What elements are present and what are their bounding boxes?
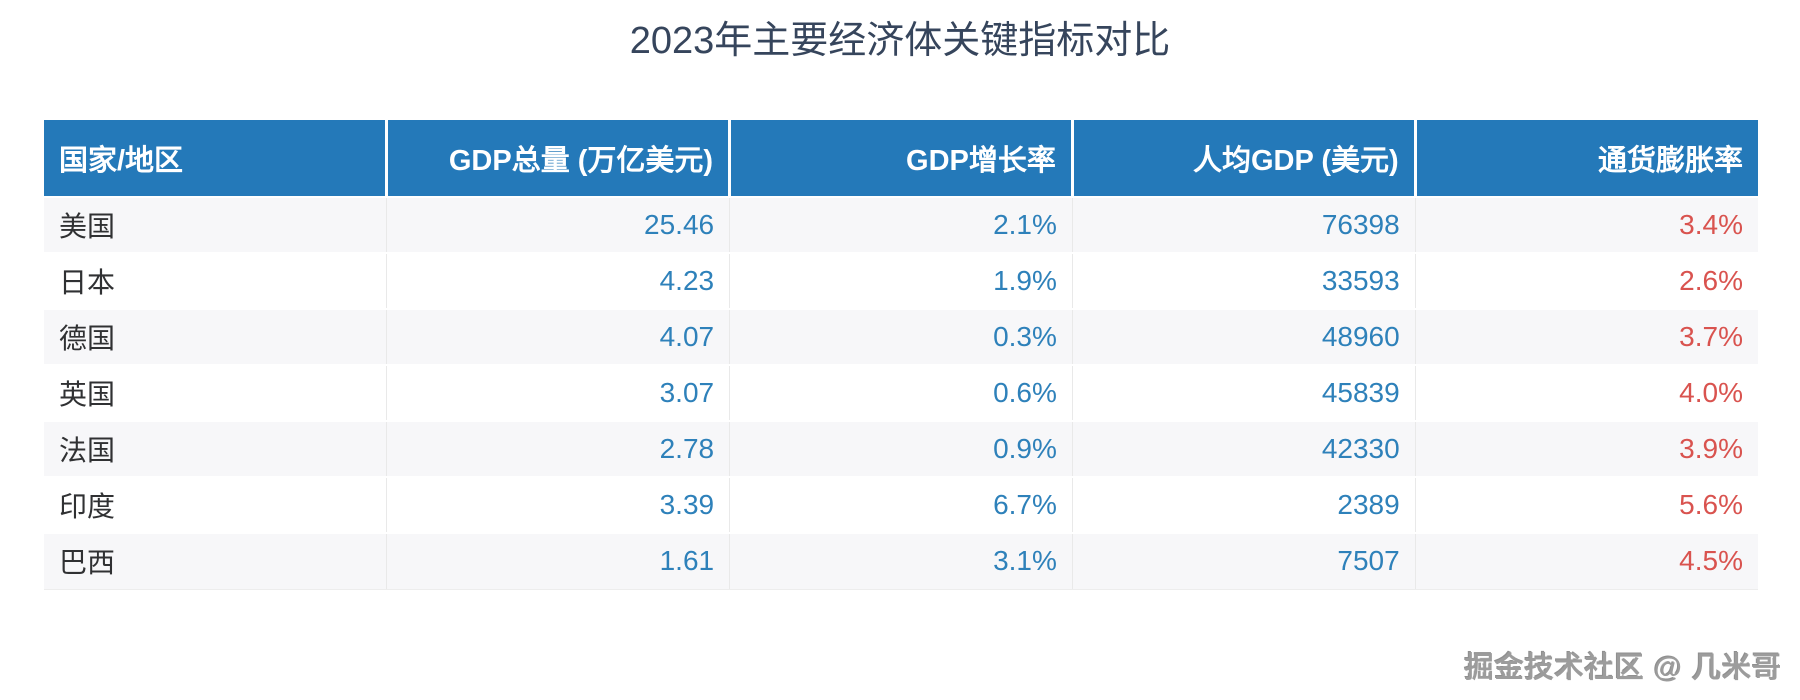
gdp-growth-cell: 0.6%	[729, 365, 1073, 422]
inflation-cell: 3.4%	[1414, 197, 1758, 254]
gdp-per-capita-cell: 7507	[1071, 533, 1416, 590]
gdp-per-capita-cell: 33593	[1071, 253, 1416, 310]
table-row: 法国 2.78 0.9% 42330 3.9%	[44, 421, 1758, 478]
table-row: 美国 25.46 2.1% 76398 3.4%	[44, 197, 1758, 254]
gdp-total-cell: 4.07	[386, 309, 730, 366]
country-cell: 巴西	[44, 533, 387, 590]
gdp-growth-cell: 1.9%	[729, 253, 1073, 310]
country-cell: 英国	[44, 365, 387, 422]
gdp-per-capita-cell: 48960	[1071, 309, 1416, 366]
column-header-gdp-per-capita: 人均GDP (美元)	[1070, 120, 1416, 198]
gdp-per-capita-cell: 42330	[1071, 421, 1416, 478]
country-cell: 美国	[44, 197, 387, 254]
column-header-inflation: 通货膨胀率	[1413, 120, 1758, 198]
column-header-country: 国家/地区	[44, 120, 387, 198]
table-row: 日本 4.23 1.9% 33593 2.6%	[44, 253, 1758, 310]
gdp-growth-cell: 6.7%	[729, 477, 1073, 534]
inflation-cell: 2.6%	[1414, 253, 1758, 310]
gdp-growth-cell: 0.9%	[729, 421, 1073, 478]
gdp-total-cell: 2.78	[386, 421, 730, 478]
table-row: 印度 3.39 6.7% 2389 5.6%	[44, 477, 1758, 534]
table-header: 国家/地区 GDP总量 (万亿美元) GDP增长率 人均GDP (美元) 通货膨…	[44, 120, 1758, 198]
inflation-cell: 3.9%	[1414, 421, 1758, 478]
gdp-per-capita-cell: 2389	[1071, 477, 1416, 534]
inflation-cell: 4.5%	[1414, 533, 1758, 590]
gdp-total-cell: 25.46	[386, 197, 730, 254]
gdp-total-cell: 1.61	[386, 533, 730, 590]
gdp-growth-cell: 0.3%	[729, 309, 1073, 366]
gdp-growth-cell: 3.1%	[729, 533, 1073, 590]
gdp-total-cell: 3.39	[386, 477, 730, 534]
country-cell: 德国	[44, 309, 387, 366]
table-row: 英国 3.07 0.6% 45839 4.0%	[44, 365, 1758, 422]
country-cell: 印度	[44, 477, 387, 534]
economy-comparison-table: 国家/地区 GDP总量 (万亿美元) GDP增长率 人均GDP (美元) 通货膨…	[44, 120, 1758, 590]
column-header-gdp-total: GDP总量 (万亿美元)	[385, 120, 730, 198]
column-header-gdp-growth: GDP增长率	[728, 120, 1073, 198]
gdp-per-capita-cell: 45839	[1071, 365, 1416, 422]
inflation-cell: 3.7%	[1414, 309, 1758, 366]
chart-title: 2023年主要经济体关键指标对比	[629, 20, 1171, 62]
table-row: 德国 4.07 0.3% 48960 3.7%	[44, 309, 1758, 366]
country-cell: 日本	[44, 253, 387, 310]
watermark: 掘金技术社区 @ 几米哥	[1464, 652, 1782, 684]
inflation-cell: 4.0%	[1414, 365, 1758, 422]
inflation-cell: 5.6%	[1414, 477, 1758, 534]
country-cell: 法国	[44, 421, 387, 478]
table-body: 美国 25.46 2.1% 76398 3.4% 日本 4.23 1.9% 33593 2.6% 德…	[44, 197, 1758, 590]
gdp-total-cell: 3.07	[386, 365, 730, 422]
gdp-growth-cell: 2.1%	[729, 197, 1073, 254]
gdp-total-cell: 4.23	[386, 253, 730, 310]
gdp-per-capita-cell: 76398	[1071, 197, 1416, 254]
table-row: 巴西 1.61 3.1% 7507 4.5%	[44, 533, 1758, 590]
header-row: 国家/地区 GDP总量 (万亿美元) GDP增长率 人均GDP (美元) 通货膨…	[44, 120, 1758, 198]
